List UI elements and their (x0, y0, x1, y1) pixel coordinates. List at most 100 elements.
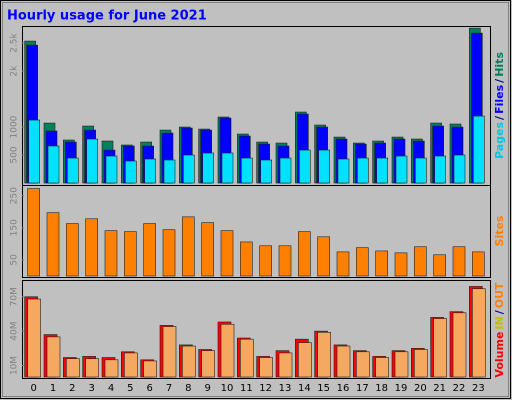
legend-entry: / (493, 78, 506, 83)
bar (86, 138, 98, 184)
legend-entry: / (493, 115, 506, 120)
bar (125, 160, 137, 184)
bar (241, 157, 253, 184)
bar (279, 157, 292, 184)
bar (124, 231, 137, 277)
bar (433, 254, 446, 277)
bar (240, 241, 253, 277)
bar (46, 212, 60, 277)
bar (182, 216, 195, 277)
bar (162, 326, 177, 378)
bar (143, 223, 156, 277)
bar (104, 230, 118, 277)
y-tick-label: 250 (10, 187, 20, 204)
bar (317, 331, 331, 378)
x-tick-label: 11 (240, 383, 253, 394)
bar (318, 149, 330, 184)
bar (105, 155, 118, 184)
x-tick-label: 12 (259, 383, 272, 394)
y-tick-label: 70M (10, 287, 20, 306)
x-tick-label: 10 (221, 383, 234, 394)
bar (394, 252, 408, 277)
legend: Pages/Files/Hits (493, 52, 506, 159)
bar (473, 115, 485, 184)
legend-entry: Sites (493, 215, 506, 246)
bar (472, 251, 485, 277)
bar (67, 157, 79, 184)
bar (104, 359, 119, 378)
bar (124, 352, 138, 378)
bar (220, 230, 234, 277)
bar (182, 345, 196, 378)
bar (183, 154, 195, 184)
bar (298, 231, 311, 277)
bar (27, 298, 41, 378)
bar (278, 352, 293, 378)
y-tick-label: 150 (10, 219, 20, 236)
x-tick-label: 9 (204, 383, 210, 394)
legend-entry: OUT (493, 282, 506, 308)
bar (27, 188, 40, 277)
bar (259, 357, 273, 378)
inner-frame (2, 2, 509, 397)
y-tick-label: 1000 (10, 115, 20, 138)
x-tick-label: 18 (375, 383, 388, 394)
bar (46, 336, 61, 378)
bar (336, 345, 351, 378)
bar (375, 357, 389, 378)
x-tick-label: 6 (146, 383, 152, 394)
bar (453, 154, 466, 184)
bar (356, 247, 369, 277)
bar (85, 358, 99, 378)
legend-entry: Pages (493, 121, 506, 159)
x-tick-label: 0 (30, 383, 36, 394)
y-tick-label: 50 (10, 254, 20, 266)
legend: Sites (493, 215, 506, 246)
bar (201, 222, 214, 277)
bar (394, 351, 409, 378)
bar (317, 236, 330, 277)
bar (220, 323, 235, 378)
bar (414, 349, 428, 378)
chart-title: Hourly usage for June 2021 (7, 9, 207, 24)
bar (415, 157, 427, 184)
bar (434, 155, 446, 184)
bar (356, 351, 370, 378)
bar (240, 338, 254, 378)
x-tick-label: 2 (69, 383, 75, 394)
x-tick-label: 16 (337, 383, 350, 394)
x-tick-label: 23 (472, 383, 485, 394)
bar (298, 342, 312, 378)
x-tick-label: 4 (108, 383, 114, 394)
legend-entry: / (493, 309, 506, 314)
bar (376, 157, 388, 184)
bar (202, 152, 214, 184)
bar (452, 246, 466, 277)
y-tick-label: 2k (10, 65, 20, 77)
bar (85, 218, 98, 277)
x-tick-label: 15 (317, 383, 330, 394)
legend-entry: Hits (493, 52, 506, 77)
bar (163, 159, 176, 184)
x-tick-label: 3 (88, 383, 94, 394)
y-tick-label: 2.5k (10, 33, 20, 53)
bar (472, 288, 486, 378)
bar (201, 350, 215, 378)
legend-entry: Volume (493, 332, 506, 378)
x-tick-label: 8 (185, 383, 191, 394)
bar (28, 119, 40, 184)
y-tick-label: 10M (10, 356, 20, 375)
legend-entry: IN (493, 316, 506, 329)
x-tick-label: 21 (433, 383, 446, 394)
bar (144, 158, 156, 184)
x-tick-label: 13 (279, 383, 292, 394)
bar (259, 245, 272, 277)
bar (221, 152, 234, 184)
bar (452, 312, 467, 378)
legend-entry: Files (493, 84, 506, 114)
y-tick-label: 500 (10, 146, 20, 163)
x-tick-label: 17 (356, 383, 369, 394)
plot-frame (22, 185, 491, 278)
